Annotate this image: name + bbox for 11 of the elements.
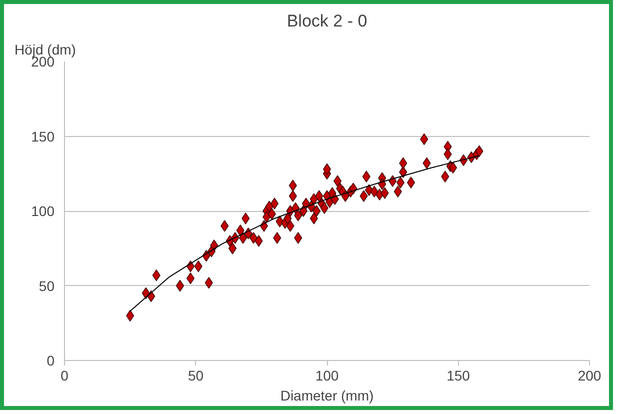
y-tick-label: 100	[31, 203, 55, 219]
x-tick-label: 100	[315, 368, 339, 384]
x-axis-title: Diameter (mm)	[280, 388, 374, 404]
x-tick-label: 50	[188, 368, 204, 384]
x-tick-label: 150	[446, 368, 470, 384]
y-tick-label: 0	[46, 352, 55, 368]
y-tick-label: 50	[38, 278, 55, 294]
chart-title: Block 2 - 0	[286, 12, 368, 30]
y-tick-label: 150	[31, 128, 55, 144]
x-tick-label: 0	[60, 368, 69, 384]
x-tick-label: 200	[578, 368, 602, 384]
